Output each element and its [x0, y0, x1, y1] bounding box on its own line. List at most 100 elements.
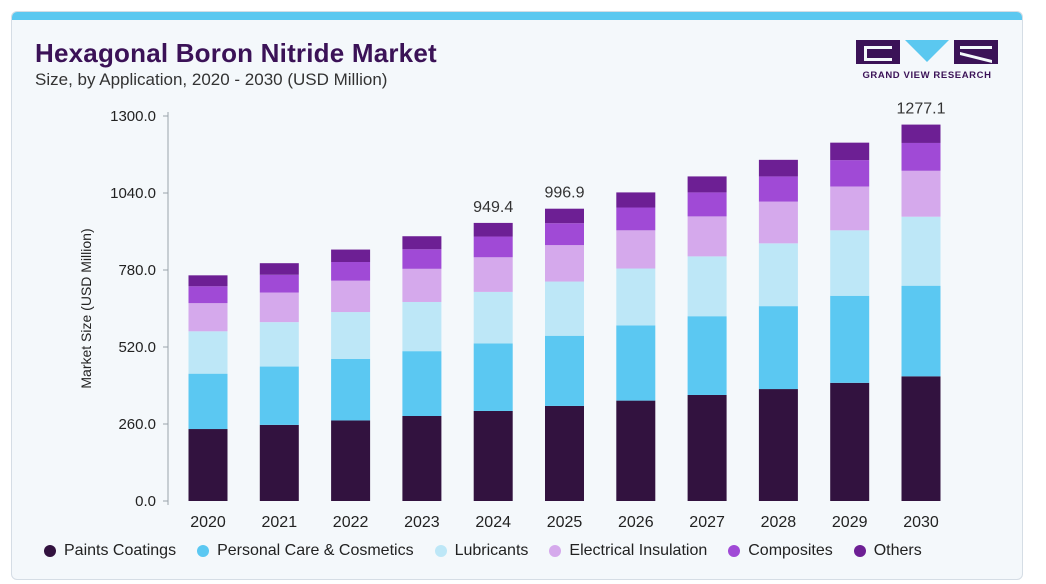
bar-segment [687, 192, 727, 217]
legend-swatch [434, 545, 447, 557]
bar-segment [188, 373, 228, 430]
bar-segment [616, 207, 656, 231]
bar-segment [331, 262, 371, 281]
bar-segment [758, 176, 798, 202]
bar-segment [259, 263, 299, 275]
bar-segment [758, 306, 798, 390]
data-label: 996.9 [544, 185, 584, 202]
legend-label: Others [873, 542, 922, 559]
bar-segment [473, 343, 513, 411]
grand-view-research-logo: GRAND VIEW RESEARCH [856, 40, 998, 86]
bar-segment [473, 257, 513, 292]
bar-segment [402, 301, 442, 352]
legend-item: Lubricants [434, 542, 529, 560]
bar-segment [901, 142, 941, 171]
bar-segment [402, 249, 442, 269]
bar-segment [331, 312, 371, 359]
legend-swatch [853, 545, 866, 557]
y-tick-label: 520.0 [118, 339, 156, 356]
bar-segment [687, 394, 727, 501]
bar-segment [830, 160, 870, 187]
logo-mark [856, 40, 998, 64]
legend-swatch [44, 545, 56, 557]
x-tick-label: 2026 [618, 514, 654, 531]
bar-segment [473, 236, 513, 258]
bar-segment [188, 275, 228, 287]
bar-segment [830, 382, 870, 501]
accent-bar [12, 12, 1022, 20]
legend-swatch [197, 545, 210, 557]
bar-segment [259, 366, 299, 425]
bar-segment [901, 124, 941, 143]
bar-segment [259, 274, 299, 293]
bar-segment [830, 230, 870, 296]
legend-label: Personal Care & Cosmetics [217, 542, 414, 559]
bar-segment [259, 322, 299, 367]
bar-segment [687, 176, 727, 193]
bar-segment [616, 400, 656, 501]
x-tick-label: 2030 [903, 514, 939, 531]
legend-item: Paints Coatings [44, 542, 176, 560]
bar-segment [331, 280, 371, 313]
legend-swatch [549, 545, 562, 557]
bar-segment [545, 335, 584, 406]
legend-label: Electrical Insulation [569, 542, 708, 559]
y-tick-label: 780.0 [118, 262, 156, 279]
bar-segment [473, 222, 513, 237]
bar-segment [402, 236, 442, 250]
bar-segment [402, 416, 442, 501]
bar-segment [402, 351, 442, 417]
bar-segment [331, 420, 371, 501]
bar-segment [545, 223, 584, 246]
bar-segment [331, 249, 371, 263]
legend-item: Electrical Insulation [549, 542, 707, 560]
bar-segment [758, 243, 798, 307]
bar-segment [259, 424, 299, 501]
chart-legend: Paints Coatings Personal Care & Cosmetics… [44, 542, 943, 560]
bar-segment [901, 216, 941, 286]
y-axis-label: Market Size (USD Million) [78, 228, 94, 388]
bar-segment [687, 216, 727, 257]
y-tick-label: 1040.0 [110, 185, 156, 202]
bar-segment [901, 170, 941, 217]
x-tick-label: 2029 [832, 514, 868, 531]
data-label: 949.4 [473, 199, 513, 216]
bar-segment [758, 201, 798, 244]
bar-segment [331, 358, 371, 421]
bar-segment [616, 268, 656, 326]
x-tick-label: 2022 [333, 514, 369, 531]
bar-segment [545, 208, 584, 224]
x-tick-label: 2021 [262, 514, 298, 531]
bar-segment [545, 245, 584, 282]
bar-segment [830, 186, 870, 231]
x-tick-label: 2020 [190, 514, 226, 531]
bar-segment [758, 159, 798, 177]
legend-swatch [728, 545, 741, 557]
bar-segment [758, 389, 798, 501]
x-tick-label: 2025 [547, 514, 583, 531]
y-tick-label: 1300.0 [110, 108, 156, 125]
bar-segment [545, 405, 584, 501]
legend-label: Lubricants [454, 542, 529, 559]
legend-item: Composites [728, 542, 833, 560]
chart-title: Hexagonal Boron Nitride Market [35, 38, 437, 68]
bar-segment [473, 291, 513, 344]
data-label: 1277.1 [897, 101, 946, 118]
bar-segment [616, 325, 656, 401]
bar-segment [901, 376, 941, 501]
chart-subtitle: Size, by Application, 2020 - 2030 (USD M… [35, 70, 388, 89]
bar-segment [188, 429, 228, 501]
bar-segment [545, 281, 584, 336]
x-tick-label: 2027 [689, 514, 725, 531]
legend-item: Personal Care & Cosmetics [197, 542, 414, 560]
x-tick-label: 2023 [404, 514, 440, 531]
bar-segment [616, 192, 656, 208]
x-tick-label: 2028 [761, 514, 797, 531]
x-tick-label: 2024 [475, 514, 511, 531]
bar-segment [687, 256, 727, 317]
bar-segment [616, 230, 656, 269]
bar-segment [901, 285, 941, 377]
bar-segment [402, 268, 442, 302]
logo-text: GRAND VIEW RESEARCH [862, 70, 992, 81]
